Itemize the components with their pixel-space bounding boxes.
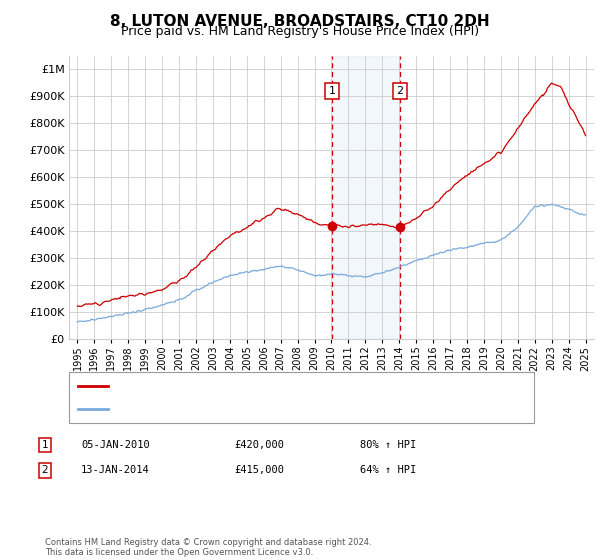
Text: 80% ↑ HPI: 80% ↑ HPI — [360, 440, 416, 450]
Text: 1: 1 — [329, 86, 335, 96]
Text: 64% ↑ HPI: 64% ↑ HPI — [360, 465, 416, 475]
Text: 2: 2 — [397, 86, 403, 96]
Text: 05-JAN-2010: 05-JAN-2010 — [81, 440, 150, 450]
Text: £420,000: £420,000 — [234, 440, 284, 450]
Text: HPI: Average price, detached house, Thanet: HPI: Average price, detached house, Than… — [113, 404, 342, 414]
Text: 2: 2 — [41, 465, 49, 475]
Text: 1: 1 — [41, 440, 49, 450]
Text: 8, LUTON AVENUE, BROADSTAIRS, CT10 2DH (detached house): 8, LUTON AVENUE, BROADSTAIRS, CT10 2DH (… — [113, 381, 440, 391]
Text: 8, LUTON AVENUE, BROADSTAIRS, CT10 2DH: 8, LUTON AVENUE, BROADSTAIRS, CT10 2DH — [110, 14, 490, 29]
Bar — [332, 56, 400, 339]
Text: £415,000: £415,000 — [234, 465, 284, 475]
Text: Price paid vs. HM Land Registry's House Price Index (HPI): Price paid vs. HM Land Registry's House … — [121, 25, 479, 38]
Text: 13-JAN-2014: 13-JAN-2014 — [81, 465, 150, 475]
Text: Contains HM Land Registry data © Crown copyright and database right 2024.
This d: Contains HM Land Registry data © Crown c… — [45, 538, 371, 557]
